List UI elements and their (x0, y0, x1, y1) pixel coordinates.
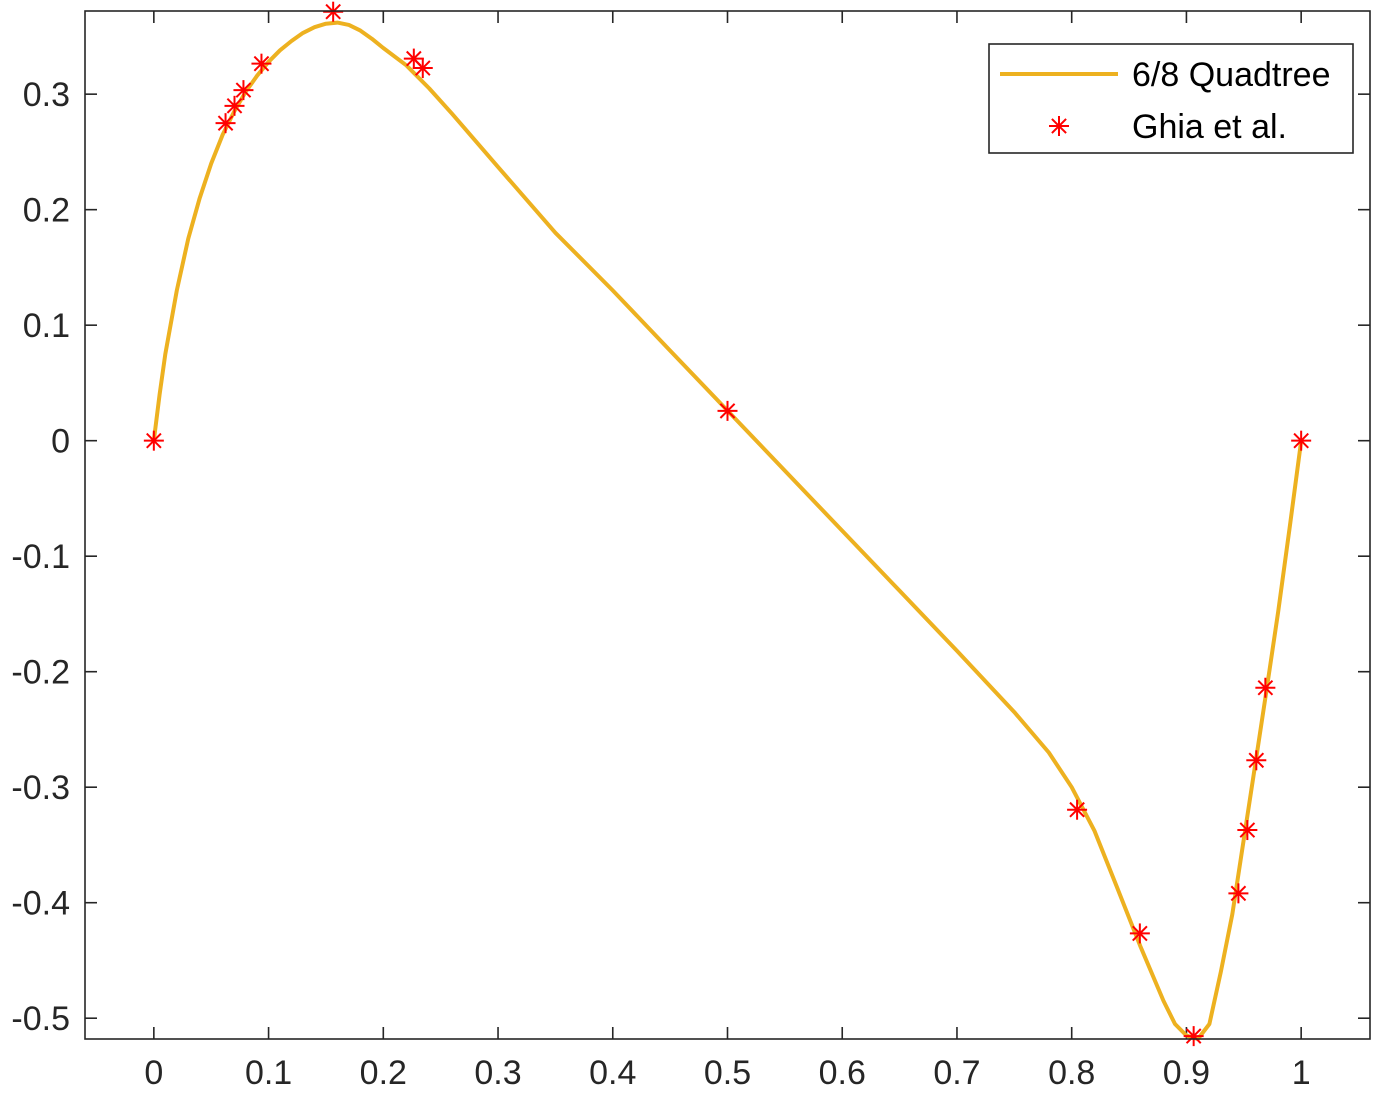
x-tick-label: 0 (144, 1054, 163, 1092)
y-tick-label: -0.5 (11, 1000, 70, 1038)
data-point-ghia (215, 113, 236, 134)
y-axis-ticks (85, 93, 1370, 1020)
x-tick-label: 0.9 (1163, 1054, 1210, 1092)
data-point-ghia (1246, 750, 1267, 771)
data-point-ghia (143, 430, 164, 451)
legend-label-series-2: Ghia et al. (1132, 108, 1287, 146)
x-axis-tick-labels: 0 0.1 0.2 0.3 0.4 0.5 0.6 0.7 0.8 0.9 1 (144, 1054, 1310, 1092)
data-point-ghia (1129, 923, 1150, 944)
y-tick-label: 0.1 (23, 307, 70, 345)
data-point-ghia (1237, 820, 1258, 841)
x-tick-label: 1 (1292, 1054, 1311, 1092)
y-tick-label: -0.3 (11, 769, 70, 807)
x-tick-label: 0.8 (1048, 1054, 1095, 1092)
data-point-ghia (1228, 883, 1249, 904)
x-tick-label: 0.2 (360, 1054, 407, 1092)
x-tick-label: 0.4 (589, 1054, 636, 1092)
y-tick-label: 0.3 (23, 76, 70, 114)
y-tick-label: 0 (51, 423, 70, 461)
y-tick-label: 0.2 (23, 192, 70, 230)
x-tick-label: 0.1 (245, 1054, 292, 1092)
data-point-ghia (403, 48, 424, 69)
data-point-ghia (1255, 677, 1276, 698)
legend-marker-sample (1049, 116, 1069, 136)
data-point-ghia (1291, 430, 1312, 451)
legend-box (988, 43, 1354, 154)
y-tick-label: -0.4 (11, 885, 70, 923)
x-tick-label: 0.7 (933, 1054, 980, 1092)
y-tick-label: -0.1 (11, 538, 70, 576)
x-tick-label: 0.5 (704, 1054, 751, 1092)
legend-asterisk-marker (1049, 116, 1069, 136)
x-axis-ticks (153, 11, 1302, 1039)
data-point-ghia (412, 58, 433, 79)
data-point-ghia (1183, 1026, 1204, 1047)
data-point-ghia (233, 80, 254, 101)
legend: 6/8 Quadtree Ghia et al. (988, 43, 1354, 154)
data-point-ghia (224, 95, 245, 116)
legend-label-series-1: 6/8 Quadtree (1132, 56, 1330, 94)
x-tick-label: 0.3 (474, 1054, 521, 1092)
y-axis-tick-labels: -0.5 -0.4 -0.3 -0.2 -0.1 0 0.1 0.2 0.3 (11, 76, 70, 1038)
plot-frame (84, 10, 1371, 1040)
data-point-ghia (251, 53, 272, 74)
y-tick-label: -0.2 (11, 654, 70, 692)
data-point-ghia (1067, 799, 1088, 820)
plot-background (85, 11, 1370, 1039)
data-point-ghia (717, 400, 738, 421)
x-tick-label: 0.6 (819, 1054, 866, 1092)
series-markers-group (143, 1, 1312, 1047)
